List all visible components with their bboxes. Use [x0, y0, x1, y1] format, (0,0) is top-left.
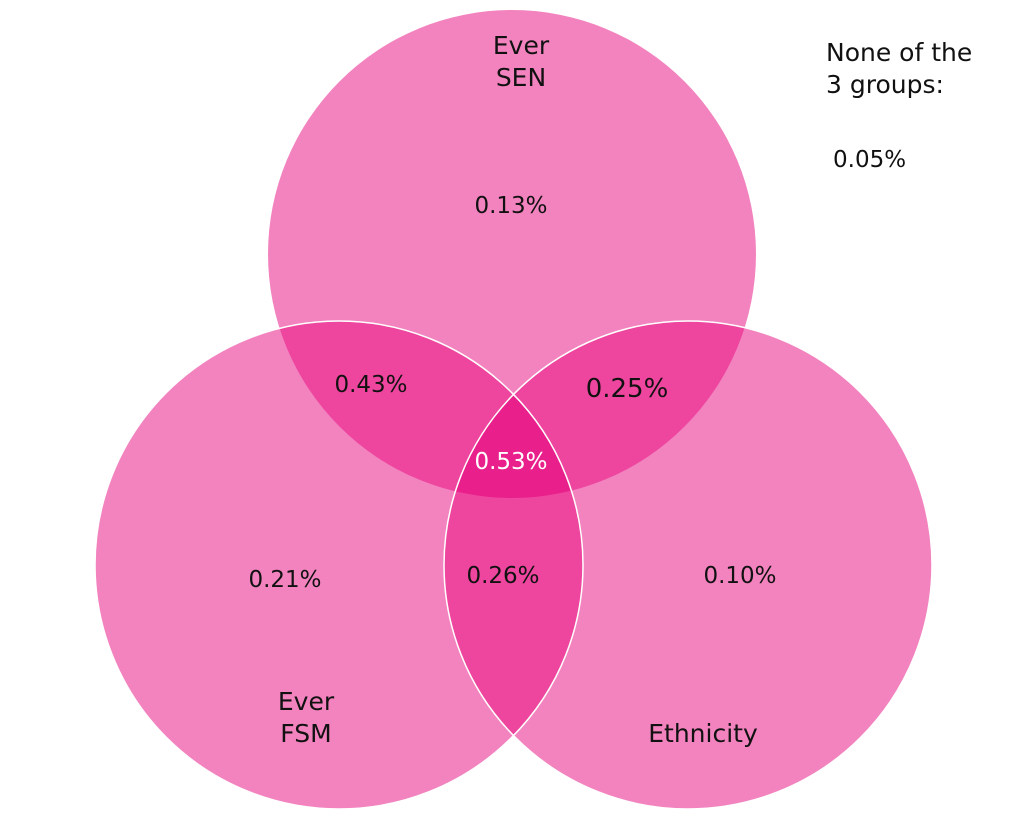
- value-sen-only: 0.13%: [474, 193, 548, 219]
- region-sen-ethnicity: [444, 321, 756, 498]
- value-all-three: 0.53%: [474, 449, 548, 475]
- none-of-groups-label: None of the 3 groups:: [826, 37, 972, 101]
- outline-ever-fsm: [94, 320, 584, 810]
- none-line: None of the: [826, 38, 973, 67]
- value-fsm-ethnicity: 0.26%: [466, 563, 540, 589]
- label-ever-sen: Ever SEN: [493, 30, 549, 94]
- outline-ethnicity: [443, 320, 933, 810]
- value-ethnicity-only: 0.10%: [703, 563, 777, 589]
- region-sen-fsm: [268, 321, 583, 498]
- label-line: Ever: [277, 687, 335, 716]
- none-of-groups-value: 0.05%: [833, 147, 907, 173]
- none-line: 3 groups:: [826, 70, 944, 99]
- label-line: FSM: [280, 719, 332, 748]
- label-line: Ever: [492, 31, 550, 60]
- value-sen-fsm: 0.43%: [334, 372, 408, 398]
- value-fsm-only: 0.21%: [248, 567, 322, 593]
- label-ethnicity: Ethnicity: [648, 718, 758, 750]
- value-sen-ethnicity: 0.25%: [585, 374, 669, 404]
- label-line: SEN: [495, 63, 547, 92]
- label-ever-fsm: Ever FSM: [278, 686, 334, 750]
- label-line: Ethnicity: [648, 719, 758, 748]
